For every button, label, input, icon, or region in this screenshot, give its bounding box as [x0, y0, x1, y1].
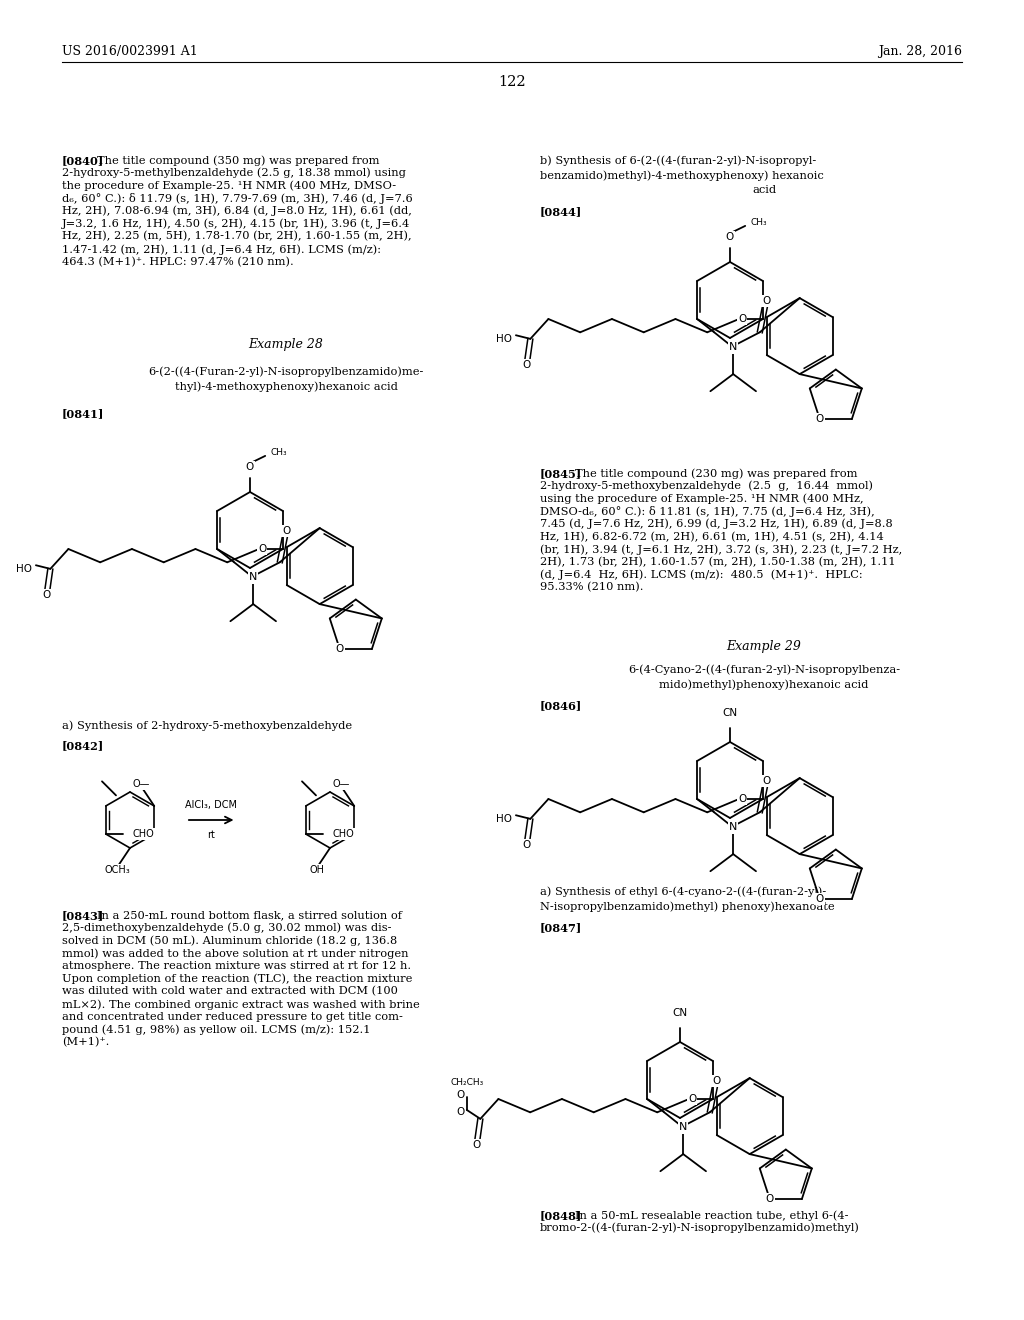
Text: 2-hydroxy-5-methylbenzaldehyde (2.5 g, 18.38 mmol) using: 2-hydroxy-5-methylbenzaldehyde (2.5 g, 1… — [62, 168, 406, 178]
Text: pound (4.51 g, 98%) as yellow oil. LCMS (m/z): 152.1: pound (4.51 g, 98%) as yellow oil. LCMS … — [62, 1024, 371, 1035]
Text: 95.33% (210 nm).: 95.33% (210 nm). — [540, 582, 643, 593]
Text: [0840]: [0840] — [62, 154, 104, 166]
Text: HO: HO — [497, 814, 512, 824]
Text: 122: 122 — [499, 75, 525, 88]
Text: O: O — [522, 840, 530, 850]
Text: O: O — [815, 414, 824, 424]
Text: US 2016/0023991 A1: US 2016/0023991 A1 — [62, 45, 198, 58]
Text: AlCl₃, DCM: AlCl₃, DCM — [185, 800, 238, 810]
Text: mido)methyl)phenoxy)hexanoic acid: mido)methyl)phenoxy)hexanoic acid — [659, 678, 868, 689]
Text: N: N — [249, 573, 257, 582]
Text: N: N — [729, 822, 737, 833]
Text: O: O — [457, 1090, 465, 1101]
Text: O: O — [258, 544, 266, 554]
Text: CH₃: CH₃ — [271, 447, 288, 457]
Text: HO: HO — [16, 564, 33, 574]
Text: [0847]: [0847] — [540, 921, 583, 933]
Text: (br, 1H), 3.94 (t, J=6.1 Hz, 2H), 3.72 (s, 3H), 2.23 (t, J=7.2 Hz,: (br, 1H), 3.94 (t, J=6.1 Hz, 2H), 3.72 (… — [540, 544, 902, 554]
Text: In a 250-mL round bottom flask, a stirred solution of: In a 250-mL round bottom flask, a stirre… — [96, 909, 401, 920]
Text: Jan. 28, 2016: Jan. 28, 2016 — [878, 45, 962, 58]
Text: O—: O— — [333, 779, 350, 789]
Text: O: O — [738, 314, 746, 323]
Text: a) Synthesis of 2-hydroxy-5-methoxybenzaldehyde: a) Synthesis of 2-hydroxy-5-methoxybenza… — [62, 719, 352, 730]
Text: CN: CN — [723, 709, 737, 718]
Text: mL×2). The combined organic extract was washed with brine: mL×2). The combined organic extract was … — [62, 999, 420, 1010]
Text: Upon completion of the reaction (TLC), the reaction mixture: Upon completion of the reaction (TLC), t… — [62, 974, 413, 985]
Text: OH: OH — [310, 865, 325, 875]
Text: rt: rt — [207, 830, 215, 840]
Text: OCH₃: OCH₃ — [104, 865, 130, 875]
Text: O: O — [472, 1140, 480, 1150]
Text: O: O — [815, 894, 824, 904]
Text: 2,5-dimethoxybenzaldehyde (5.0 g, 30.02 mmol) was dis-: 2,5-dimethoxybenzaldehyde (5.0 g, 30.02 … — [62, 923, 391, 933]
Text: HO: HO — [497, 334, 512, 343]
Text: O: O — [283, 527, 291, 536]
Text: O: O — [336, 644, 344, 653]
Text: benzamido)methyl)-4-methoxyphenoxy) hexanoic: benzamido)methyl)-4-methoxyphenoxy) hexa… — [540, 170, 823, 181]
Text: a) Synthesis of ethyl 6-(4-cyano-2-((4-(furan-2-yl)-: a) Synthesis of ethyl 6-(4-cyano-2-((4-(… — [540, 886, 826, 896]
Text: CH₂CH₃: CH₂CH₃ — [450, 1078, 483, 1088]
Text: Hz, 2H), 7.08-6.94 (m, 3H), 6.84 (d, J=8.0 Hz, 1H), 6.61 (dd,: Hz, 2H), 7.08-6.94 (m, 3H), 6.84 (d, J=8… — [62, 206, 412, 216]
Text: the procedure of Example-25. ¹H NMR (400 MHz, DMSO-: the procedure of Example-25. ¹H NMR (400… — [62, 181, 396, 191]
Text: N: N — [679, 1122, 687, 1133]
Text: (d, J=6.4  Hz, 6H). LCMS (m/z):  480.5  (M+1)⁺.  HPLC:: (d, J=6.4 Hz, 6H). LCMS (m/z): 480.5 (M+… — [540, 570, 862, 581]
Text: 2H), 1.73 (br, 2H), 1.60-1.57 (m, 2H), 1.50-1.38 (m, 2H), 1.11: 2H), 1.73 (br, 2H), 1.60-1.57 (m, 2H), 1… — [540, 557, 896, 568]
Text: CN: CN — [673, 1008, 687, 1019]
Text: Example 28: Example 28 — [249, 338, 324, 351]
Text: O: O — [762, 296, 770, 306]
Text: [0841]: [0841] — [62, 408, 104, 418]
Text: O: O — [762, 776, 770, 787]
Text: Hz, 1H), 6.82-6.72 (m, 2H), 6.61 (m, 1H), 4.51 (s, 2H), 4.14: Hz, 1H), 6.82-6.72 (m, 2H), 6.61 (m, 1H)… — [540, 532, 884, 543]
Text: O—: O— — [133, 779, 151, 789]
Text: b) Synthesis of 6-(2-((4-(furan-2-yl)-N-isopropyl-: b) Synthesis of 6-(2-((4-(furan-2-yl)-N-… — [540, 154, 816, 165]
Text: O: O — [712, 1076, 720, 1086]
Text: O: O — [738, 795, 746, 804]
Text: O: O — [457, 1106, 465, 1117]
Text: O: O — [688, 1094, 696, 1104]
Text: The title compound (230 mg) was prepared from: The title compound (230 mg) was prepared… — [574, 469, 857, 479]
Text: O: O — [766, 1195, 774, 1204]
Text: DMSO-d₆, 60° C.): δ 11.81 (s, 1H), 7.75 (d, J=6.4 Hz, 3H),: DMSO-d₆, 60° C.): δ 11.81 (s, 1H), 7.75 … — [540, 506, 874, 517]
Text: Example 29: Example 29 — [727, 640, 802, 653]
Text: 6-(4-Cyano-2-((4-(furan-2-yl)-N-isopropylbenza-: 6-(4-Cyano-2-((4-(furan-2-yl)-N-isopropy… — [628, 664, 900, 675]
Text: [0844]: [0844] — [540, 206, 583, 216]
Text: Hz, 2H), 2.25 (m, 5H), 1.78-1.70 (br, 2H), 1.60-1.55 (m, 2H),: Hz, 2H), 2.25 (m, 5H), 1.78-1.70 (br, 2H… — [62, 231, 412, 242]
Text: bromo-2-((4-(furan-2-yl)-N-isopropylbenzamido)methyl): bromo-2-((4-(furan-2-yl)-N-isopropylbenz… — [540, 1222, 860, 1233]
Text: 7.45 (d, J=7.6 Hz, 2H), 6.99 (d, J=3.2 Hz, 1H), 6.89 (d, J=8.8: 7.45 (d, J=7.6 Hz, 2H), 6.99 (d, J=3.2 H… — [540, 519, 893, 529]
Text: CHO: CHO — [333, 829, 354, 840]
Text: and concentrated under reduced pressure to get title com-: and concentrated under reduced pressure … — [62, 1011, 402, 1022]
Text: using the procedure of Example-25. ¹H NMR (400 MHz,: using the procedure of Example-25. ¹H NM… — [540, 494, 863, 504]
Text: CHO: CHO — [132, 829, 154, 840]
Text: O: O — [42, 590, 50, 599]
Text: CH₃: CH₃ — [751, 218, 768, 227]
Text: solved in DCM (50 mL). Aluminum chloride (18.2 g, 136.8: solved in DCM (50 mL). Aluminum chloride… — [62, 936, 397, 946]
Text: acid: acid — [752, 185, 776, 195]
Text: O: O — [726, 232, 734, 243]
Text: [0843]: [0843] — [62, 909, 104, 921]
Text: 1.47-1.42 (m, 2H), 1.11 (d, J=6.4 Hz, 6H). LCMS (m/z):: 1.47-1.42 (m, 2H), 1.11 (d, J=6.4 Hz, 6H… — [62, 244, 381, 255]
Text: thyl)-4-methoxyphenoxy)hexanoic acid: thyl)-4-methoxyphenoxy)hexanoic acid — [174, 381, 397, 392]
Text: [0848]: [0848] — [540, 1210, 583, 1221]
Text: 2-hydroxy-5-methoxybenzaldehyde  (2.5  g,  16.44  mmol): 2-hydroxy-5-methoxybenzaldehyde (2.5 g, … — [540, 480, 873, 491]
Text: [0842]: [0842] — [62, 741, 104, 751]
Text: d₆, 60° C.): δ 11.79 (s, 1H), 7.79-7.69 (m, 3H), 7.46 (d, J=7.6: d₆, 60° C.): δ 11.79 (s, 1H), 7.79-7.69 … — [62, 193, 413, 205]
Text: mmol) was added to the above solution at rt under nitrogen: mmol) was added to the above solution at… — [62, 948, 409, 958]
Text: was diluted with cold water and extracted with DCM (100: was diluted with cold water and extracte… — [62, 986, 398, 997]
Text: atmosphere. The reaction mixture was stirred at rt for 12 h.: atmosphere. The reaction mixture was sti… — [62, 961, 411, 970]
Text: N-isopropylbenzamido)methyl) phenoxy)hexanoate: N-isopropylbenzamido)methyl) phenoxy)hex… — [540, 902, 835, 912]
Text: (M+1)⁺.: (M+1)⁺. — [62, 1038, 110, 1047]
Text: O: O — [246, 462, 254, 473]
Text: 464.3 (M+1)⁺. HPLC: 97.47% (210 nm).: 464.3 (M+1)⁺. HPLC: 97.47% (210 nm). — [62, 256, 294, 267]
Text: N: N — [729, 342, 737, 352]
Text: J=3.2, 1.6 Hz, 1H), 4.50 (s, 2H), 4.15 (br, 1H), 3.96 (t, J=6.4: J=3.2, 1.6 Hz, 1H), 4.50 (s, 2H), 4.15 (… — [62, 219, 411, 230]
Text: In a 50-mL resealable reaction tube, ethyl 6-(4-: In a 50-mL resealable reaction tube, eth… — [574, 1210, 848, 1221]
Text: 6-(2-((4-(Furan-2-yl)-N-isopropylbenzamido)me-: 6-(2-((4-(Furan-2-yl)-N-isopropylbenzami… — [148, 366, 424, 376]
Text: [0846]: [0846] — [540, 700, 583, 711]
Text: O: O — [522, 360, 530, 370]
Text: [0845]: [0845] — [540, 469, 582, 479]
Text: The title compound (350 mg) was prepared from: The title compound (350 mg) was prepared… — [96, 154, 379, 165]
